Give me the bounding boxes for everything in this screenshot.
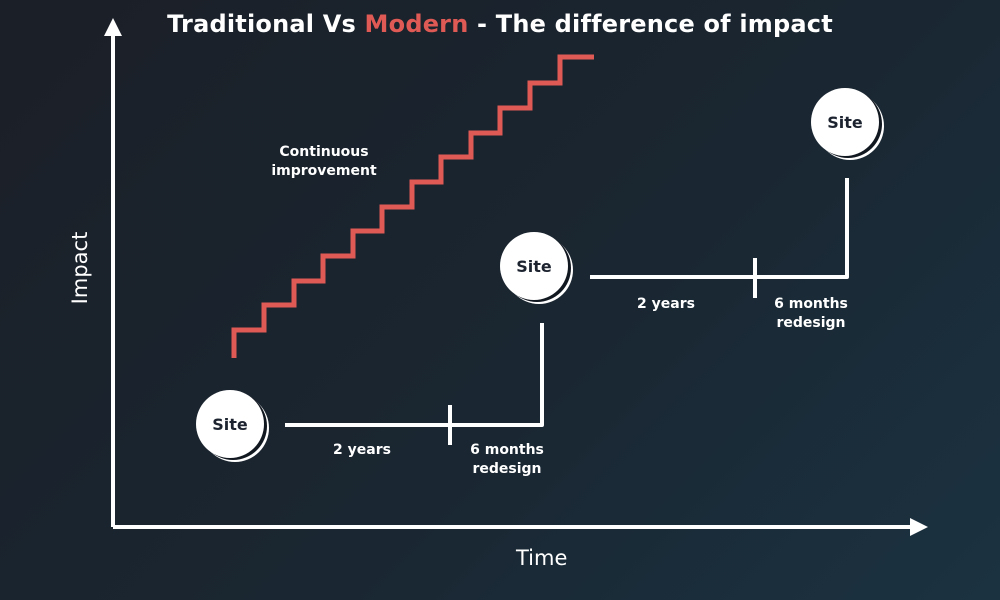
- traditional-path-1: [285, 323, 544, 427]
- x-axis-arrowhead: [910, 518, 928, 536]
- y-axis-arrowhead: [104, 18, 122, 36]
- title-part-2: - The difference of impact: [468, 10, 833, 38]
- redesign-label-1: 6 months redesign: [448, 441, 566, 479]
- x-axis-label: Time: [516, 546, 568, 570]
- site-node-2: Site: [500, 232, 568, 300]
- redesign-label-1-line-1: 6 months: [470, 442, 544, 458]
- redesign-label-2-line-2: redesign: [776, 315, 846, 331]
- title-accent: Modern: [364, 10, 469, 38]
- continuous-improvement-staircase: [231, 54, 594, 358]
- years-label-2-text: 2 years: [637, 296, 695, 312]
- redesign-label-2-line-1: 6 months: [774, 296, 848, 312]
- redesign-label-2: 6 months redesign: [752, 295, 870, 333]
- site-node-1: Site: [196, 390, 264, 458]
- continuous-improvement-label: Continuous improvement: [258, 143, 390, 181]
- site-node-3: Site: [811, 88, 879, 156]
- redesign-label-1-line-2: redesign: [472, 461, 542, 477]
- title-part-1: Traditional Vs: [167, 10, 365, 38]
- years-label-2: 2 years: [620, 295, 712, 314]
- y-axis-label: Impact: [68, 231, 92, 305]
- years-label-1-text: 2 years: [333, 442, 391, 458]
- continuous-label-line-2: improvement: [271, 163, 377, 179]
- site-node-1-label: Site: [212, 414, 248, 434]
- continuous-label-line-1: Continuous: [279, 144, 369, 160]
- page-title: Traditional Vs Modern - The difference o…: [0, 10, 1000, 38]
- traditional-path-2: [590, 178, 849, 279]
- site-node-3-label: Site: [827, 112, 863, 132]
- years-label-1: 2 years: [316, 441, 408, 460]
- site-node-2-label: Site: [516, 256, 552, 276]
